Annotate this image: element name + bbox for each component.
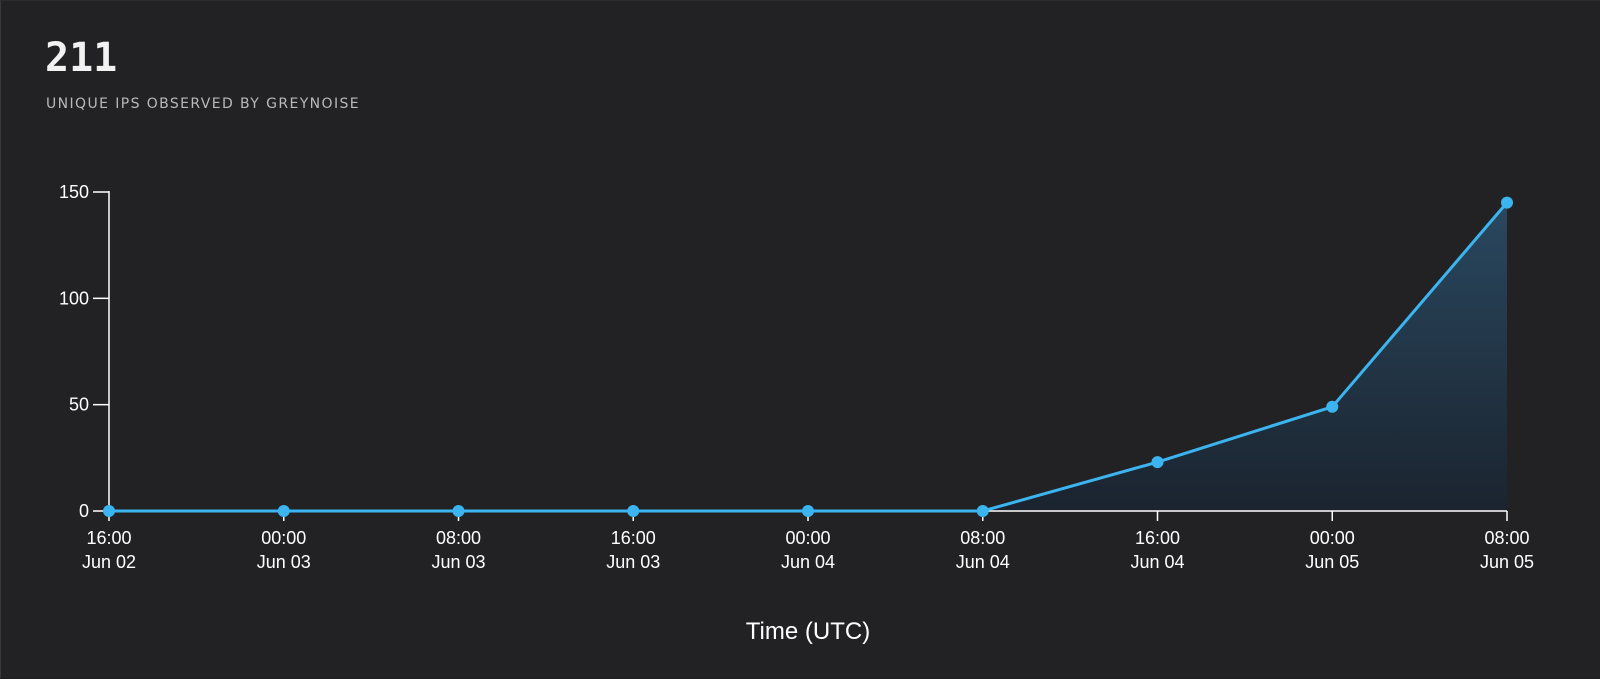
x-tick-label-time: 08:00 [1484,528,1529,548]
x-tick-label-date: Jun 04 [956,552,1010,572]
y-tick-label: 150 [59,182,89,202]
data-point [976,505,989,517]
series-area [109,202,1507,511]
data-point [452,505,465,517]
y-tick-label: 100 [59,288,89,308]
x-tick-label-time: 08:00 [960,528,1005,548]
data-point [1326,400,1339,413]
data-point [277,505,290,517]
data-point [627,505,640,517]
data-point [1501,196,1513,209]
x-tick-label-date: Jun 02 [82,552,136,572]
y-tick-label: 0 [79,501,89,521]
x-axis-title: Time (UTC) [746,618,870,645]
x-tick-label-time: 00:00 [785,528,830,548]
x-tick-label-time: 16:00 [86,528,131,548]
x-tick-label-date: Jun 03 [257,552,311,572]
data-point [802,505,814,517]
x-tick-label-time: 00:00 [261,528,306,548]
data-point [1151,456,1164,469]
unique-ip-count: 211 [45,35,118,81]
data-point [103,505,115,517]
x-tick-label-date: Jun 04 [781,552,835,572]
y-tick-label: 50 [69,395,89,415]
unique-ip-label: UNIQUE IPS OBSERVED BY GREYNOISE [46,96,361,112]
x-tick-label-date: Jun 05 [1305,552,1359,572]
x-tick-label-time: 08:00 [436,528,481,548]
x-tick-label-date: Jun 04 [1130,552,1184,572]
x-tick-label-date: Jun 03 [431,552,485,572]
x-tick-label-time: 16:00 [611,528,656,548]
x-tick-label-time: 16:00 [1135,528,1180,548]
x-tick-label-date: Jun 05 [1480,552,1534,572]
x-tick-label-time: 00:00 [1310,528,1355,548]
x-tick-label-date: Jun 03 [606,552,660,572]
